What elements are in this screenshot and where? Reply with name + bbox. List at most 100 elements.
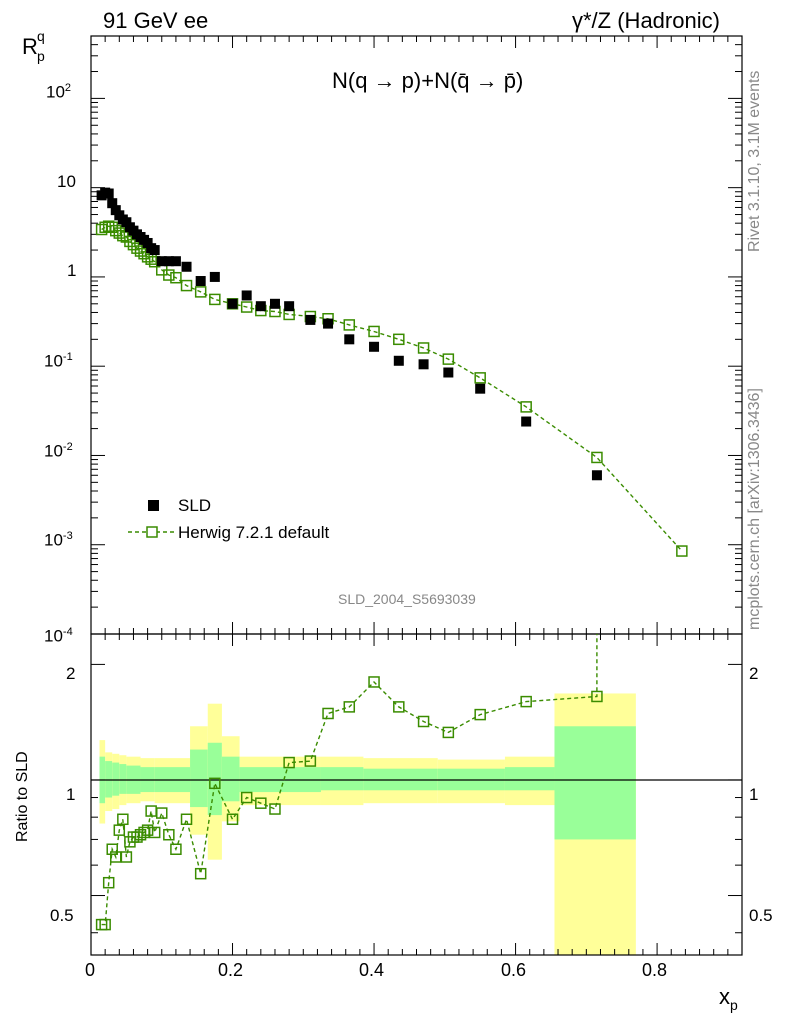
- ratio-tick-right: 2: [749, 664, 759, 683]
- mc-point: [676, 545, 688, 557]
- legend-mc-marker: [146, 526, 158, 538]
- mc-point: [591, 451, 603, 464]
- mc-point: [113, 227, 126, 239]
- ratio-point: [322, 707, 334, 720]
- sld-point: [323, 318, 334, 329]
- ratio-tick-right: 0.5: [749, 906, 773, 925]
- ratio-band-inner: [112, 762, 120, 796]
- x-axis-sub: p: [730, 997, 738, 1013]
- ratio-tick-left: 2: [66, 664, 76, 683]
- x-tick-label: 0: [85, 960, 96, 980]
- ratio-point: [226, 813, 239, 826]
- x-tick-label: 0.6: [501, 960, 527, 980]
- sld-point: [255, 301, 266, 312]
- ratio-point: [148, 826, 161, 839]
- ratio-point: [120, 851, 133, 863]
- ratio-point: [442, 726, 455, 739]
- sld-point: [170, 256, 181, 267]
- ratio-point: [163, 828, 175, 841]
- mc-point: [368, 325, 380, 338]
- mc-point: [209, 293, 221, 306]
- y-tick-label: 102: [46, 82, 72, 102]
- mcplots-info: mcplots.cern.ch [arXiv:1306.3436]: [746, 388, 763, 630]
- sld-point: [103, 188, 114, 199]
- x-axis-label: xp: [719, 984, 738, 1013]
- y-tick-label: 10-4: [44, 626, 73, 646]
- ratio-point: [393, 701, 405, 713]
- mc-point: [474, 372, 486, 384]
- sld-point: [305, 314, 316, 325]
- sld-point: [107, 198, 118, 209]
- ratio-point: [304, 755, 317, 767]
- y-axis-sub: p: [37, 48, 45, 64]
- y-tick-label: 10: [57, 172, 76, 191]
- ratio-line: [101, 634, 598, 926]
- ratio-band-inner: [119, 764, 127, 794]
- sld-point: [149, 245, 160, 256]
- ratio-point: [417, 715, 430, 728]
- sld-point: [269, 298, 280, 309]
- ratio-band-inner: [320, 767, 364, 791]
- ratio-band-inner: [190, 749, 208, 808]
- y-axis-sup: q: [37, 28, 45, 44]
- ratio-axis-label: Ratio to SLD: [14, 751, 31, 842]
- ratio-point: [474, 708, 486, 721]
- mc-point: [124, 235, 136, 248]
- ratio-point: [113, 824, 126, 836]
- main-frame: [90, 35, 743, 635]
- ratio-tick-right: 1: [749, 785, 759, 804]
- ratio-point: [591, 690, 603, 703]
- mc-point: [393, 333, 405, 346]
- ratio-point: [117, 813, 129, 826]
- sld-point: [110, 205, 121, 216]
- ratio-point: [368, 676, 380, 688]
- sld-point: [195, 276, 206, 287]
- ratio-point: [194, 867, 207, 880]
- legend-sld-label: SLD: [178, 496, 212, 515]
- y-tick-label: 10-3: [44, 530, 73, 550]
- analysis-watermark: SLD_2004_S5693039: [338, 591, 476, 607]
- y-tick-label: 1: [67, 261, 77, 280]
- mc-point: [442, 353, 455, 365]
- sld-point: [591, 470, 602, 481]
- sld-point: [163, 256, 174, 267]
- header-process: γ*/Z (Hadronic): [572, 8, 720, 33]
- header-energy: 91 GeV ee: [103, 8, 209, 33]
- mc-point: [240, 301, 253, 313]
- legend-mc-label: Herwig 7.2.1 default: [178, 523, 330, 542]
- mc-point: [343, 319, 356, 331]
- mc-point: [170, 271, 182, 284]
- mc-point: [417, 342, 430, 354]
- y-tick-label: 10-1: [44, 351, 73, 371]
- sld-point: [209, 271, 220, 282]
- sld-point: [121, 217, 132, 228]
- mc-point: [163, 269, 175, 281]
- ratio-point: [283, 756, 295, 769]
- sld-point: [344, 334, 355, 345]
- x-tick-label: 0.2: [218, 960, 244, 980]
- ratio-point: [99, 918, 111, 931]
- sld-point: [241, 290, 252, 301]
- ratio-point: [209, 777, 221, 790]
- sld-point: [443, 367, 454, 378]
- ratio-point: [255, 797, 267, 809]
- ratio-point: [106, 843, 118, 855]
- ratio-point: [520, 695, 532, 708]
- mc-point: [194, 286, 207, 298]
- sld-point: [181, 261, 192, 272]
- ratio-band-inner: [221, 756, 240, 802]
- mc-point: [180, 279, 193, 292]
- ratio-point: [343, 701, 356, 713]
- mc-point: [106, 221, 118, 234]
- x-tick-label: 0.4: [359, 960, 385, 980]
- ratio-point: [156, 807, 168, 819]
- mc-point: [127, 238, 140, 251]
- ratio-tick-left: 1: [66, 785, 76, 804]
- ratio-point: [240, 791, 253, 804]
- sld-point: [475, 383, 486, 394]
- sld-point: [227, 298, 238, 309]
- ratio-point: [269, 803, 281, 815]
- ratio-point: [102, 876, 115, 889]
